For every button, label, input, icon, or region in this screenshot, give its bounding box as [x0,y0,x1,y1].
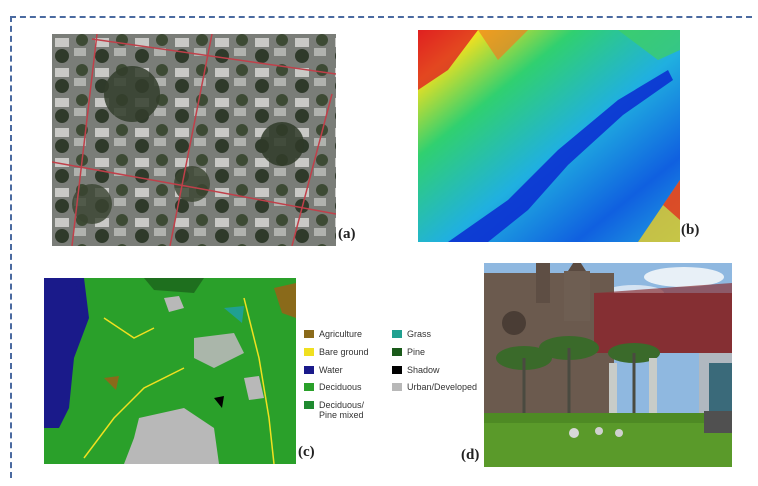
legend-item: Pine [392,347,425,357]
legend-swatch [392,366,402,374]
legend-item: Urban/Developed [392,382,477,392]
legend-label: Pine [407,347,426,357]
figure-frame-left-border [10,16,12,478]
legend-item: Grass [392,329,431,339]
legend-swatch [304,383,314,391]
panel-d-label: (d) [461,447,480,463]
legend-swatch [392,383,402,391]
legend-item: Deciduous/ Pine mixed [304,400,364,420]
land-cover-map-panel [44,278,296,464]
elevation-map-panel [418,30,680,242]
legend-item: Shadow [392,365,440,375]
legend-item: Deciduous [304,382,362,392]
aerial-photo-image [52,34,336,246]
figure-frame-top-border [10,16,752,18]
legend-swatch [304,330,314,338]
legend-label: Grass [407,329,432,339]
legend-label: Agriculture [319,329,363,339]
legend-swatch [304,348,314,356]
panel-a-label: (a) [338,226,356,242]
panel-c-label: (c) [298,444,315,460]
legend-label: Deciduous [319,382,362,392]
legend-swatch [304,401,314,409]
land-cover-map-image [44,278,296,464]
legend-swatch [392,348,402,356]
legend-item: Bare ground [304,347,369,357]
legend-label: Shadow [407,365,440,375]
legend-label: Deciduous/ Pine mixed [319,400,365,420]
aerial-photo-panel [52,34,336,246]
panel-b-label: (b) [681,222,700,238]
cathedral-park-photo-panel [484,263,732,467]
elevation-map-image [418,30,680,242]
cathedral-park-photo-image [484,263,732,467]
legend-item: Water [304,365,343,375]
legend-label: Bare ground [319,347,369,357]
legend-item: Agriculture [304,329,362,339]
legend-label: Water [319,365,343,375]
legend-swatch [392,330,402,338]
legend-swatch [304,366,314,374]
legend-label: Urban/Developed [407,382,478,392]
